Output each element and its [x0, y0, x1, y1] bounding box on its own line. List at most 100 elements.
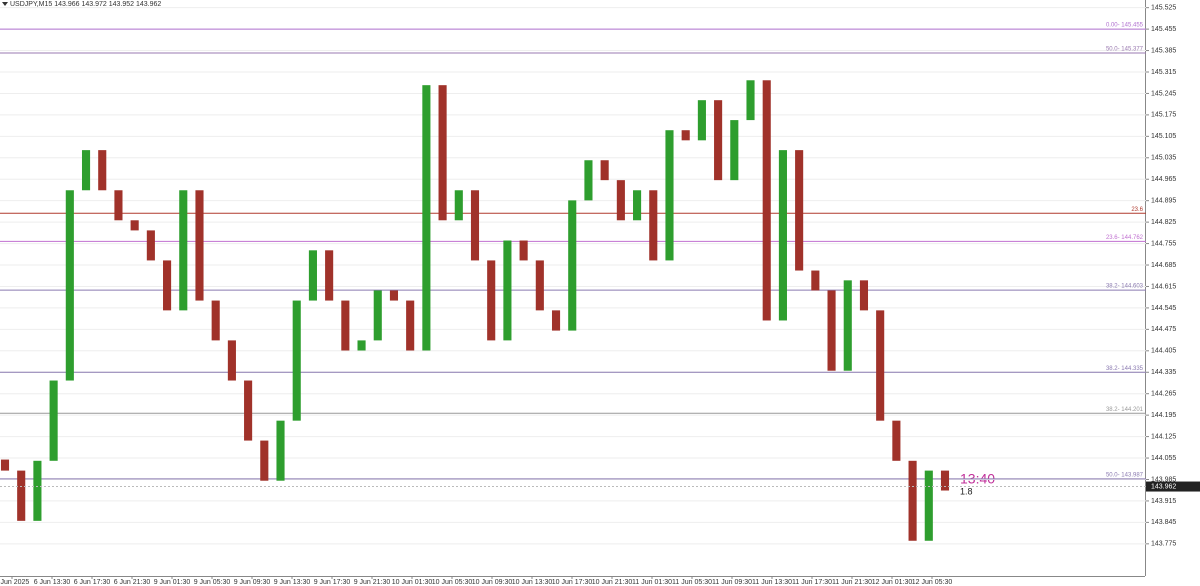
- x-tick-label: 10 Jun 17:30: [552, 579, 593, 586]
- candle-body: [503, 240, 512, 341]
- y-tick-label: 144.825: [1151, 219, 1176, 226]
- x-tick-label: 6 Jun 13:30: [34, 579, 71, 586]
- x-tick-label: 11 Jun 21:30: [832, 579, 872, 586]
- y-tick-label: 143.915: [1151, 498, 1176, 505]
- candle-body: [633, 190, 642, 221]
- candle-body: [811, 270, 820, 291]
- candle-body: [795, 150, 804, 271]
- x-tick-label: 10 Jun 09:30: [472, 579, 513, 586]
- y-tick-label: 145.525: [1151, 5, 1176, 12]
- candle-body: [244, 380, 253, 441]
- candle-body: [357, 340, 366, 351]
- candle-body: [535, 260, 544, 311]
- candle-body: [292, 300, 301, 421]
- last-price-tag: [1146, 481, 1200, 492]
- level-label: 50.0- 145.377: [1106, 47, 1144, 53]
- candle-body: [778, 150, 787, 321]
- x-tick-label: 11 Jun 01:30: [632, 579, 672, 586]
- candle-body: [0, 459, 10, 471]
- level-label: 0.00- 145.455: [1106, 23, 1144, 29]
- candle-body: [65, 190, 74, 381]
- level-label: 50.0- 143.987: [1106, 472, 1144, 478]
- candle-body: [227, 340, 236, 381]
- candle-body: [908, 460, 917, 541]
- candle-body: [195, 190, 204, 301]
- y-tick-label: 144.125: [1151, 433, 1176, 440]
- candle-body: [454, 190, 463, 221]
- level-label: 23.6- 144.762: [1106, 235, 1144, 241]
- y-tick-label: 144.475: [1151, 326, 1176, 333]
- x-tick-label: 11 Jun 09:30: [712, 579, 752, 586]
- candle-body: [17, 470, 26, 521]
- candle-body: [665, 130, 674, 261]
- x-tick-label: 9 Jun 13:30: [274, 579, 311, 586]
- candle-body: [33, 460, 42, 521]
- candle-body: [681, 130, 690, 141]
- candle-body: [146, 230, 155, 261]
- candle-body: [697, 100, 706, 141]
- x-tick-label: 11 Jun 17:30: [792, 579, 832, 586]
- y-tick-label: 143.845: [1151, 519, 1176, 526]
- candle-body: [827, 290, 836, 371]
- y-tick-label: 144.545: [1151, 305, 1176, 312]
- candle-body: [325, 250, 334, 301]
- candle-body: [389, 290, 399, 301]
- x-tick-label: 10 Jun 01:30: [392, 579, 433, 586]
- y-tick-label: 144.055: [1151, 455, 1176, 462]
- candle-body: [49, 380, 58, 461]
- candle-body: [130, 220, 139, 231]
- candle-body: [551, 310, 561, 331]
- level-label: 38.2- 144.201: [1106, 407, 1144, 413]
- grid: [0, 7, 1146, 545]
- y-tick-label: 144.615: [1151, 283, 1176, 290]
- level-label: 38.2- 144.603: [1106, 284, 1144, 290]
- menu-arrow[interactable]: [2, 2, 8, 6]
- x-tick-label: 11 Jun 13:30: [752, 579, 792, 586]
- candle-body: [422, 85, 431, 351]
- y-tick-label: 143.775: [1151, 541, 1176, 548]
- candle-body: [260, 440, 269, 481]
- y-tick-label: 144.405: [1151, 348, 1176, 355]
- x-tick-label: 10 Jun 05:30: [432, 579, 473, 586]
- y-tick-label: 144.895: [1151, 198, 1176, 205]
- y-tick-label: 144.265: [1151, 391, 1176, 398]
- x-tick-label: 6 Jun 2025: [0, 579, 29, 586]
- candle-body: [98, 150, 107, 191]
- x-tick-label: 10 Jun 21:30: [592, 579, 633, 586]
- candle-body: [438, 85, 447, 221]
- y-tick-label: 145.035: [1151, 155, 1176, 162]
- candle-body: [892, 420, 901, 461]
- x-tick-label: 12 Jun 01:30: [872, 579, 913, 586]
- candle-body: [114, 190, 123, 221]
- level-label: 23.6: [1131, 207, 1143, 213]
- candle-body: [649, 190, 658, 261]
- level-label: 38.2- 144.335: [1106, 366, 1144, 372]
- y-tick-label: 143.985: [1151, 476, 1176, 483]
- candle-body: [341, 300, 350, 351]
- candle-body: [81, 150, 91, 191]
- y-tick-label: 144.755: [1151, 240, 1176, 247]
- candle-body: [487, 260, 496, 341]
- candle-body: [762, 80, 771, 321]
- candle-body: [859, 280, 869, 311]
- candle-body: [940, 470, 950, 491]
- y-tick-label: 145.385: [1151, 47, 1176, 54]
- x-tick-label: 6 Jun 17:30: [74, 579, 111, 586]
- candle-body: [163, 260, 172, 311]
- chart-title: USDJPY,M15 143.966 143.972 143.952 143.9…: [10, 1, 161, 8]
- y-tick-label: 145.455: [1151, 26, 1176, 33]
- candle-body: [179, 190, 188, 311]
- x-tick-label: 9 Jun 05:30: [194, 579, 231, 586]
- y-tick-label: 144.195: [1151, 412, 1176, 419]
- x-tick-label: 6 Jun 21:30: [114, 579, 151, 586]
- candle-body: [876, 310, 885, 421]
- candle-body: [924, 470, 933, 541]
- candle-body: [746, 80, 755, 121]
- candle-body: [616, 180, 625, 221]
- candle-body: [714, 100, 723, 181]
- y-tick-label: 144.335: [1151, 369, 1176, 376]
- candle-body: [211, 300, 220, 341]
- x-tick-label: 9 Jun 09:30: [234, 579, 271, 586]
- candle-body: [470, 190, 480, 261]
